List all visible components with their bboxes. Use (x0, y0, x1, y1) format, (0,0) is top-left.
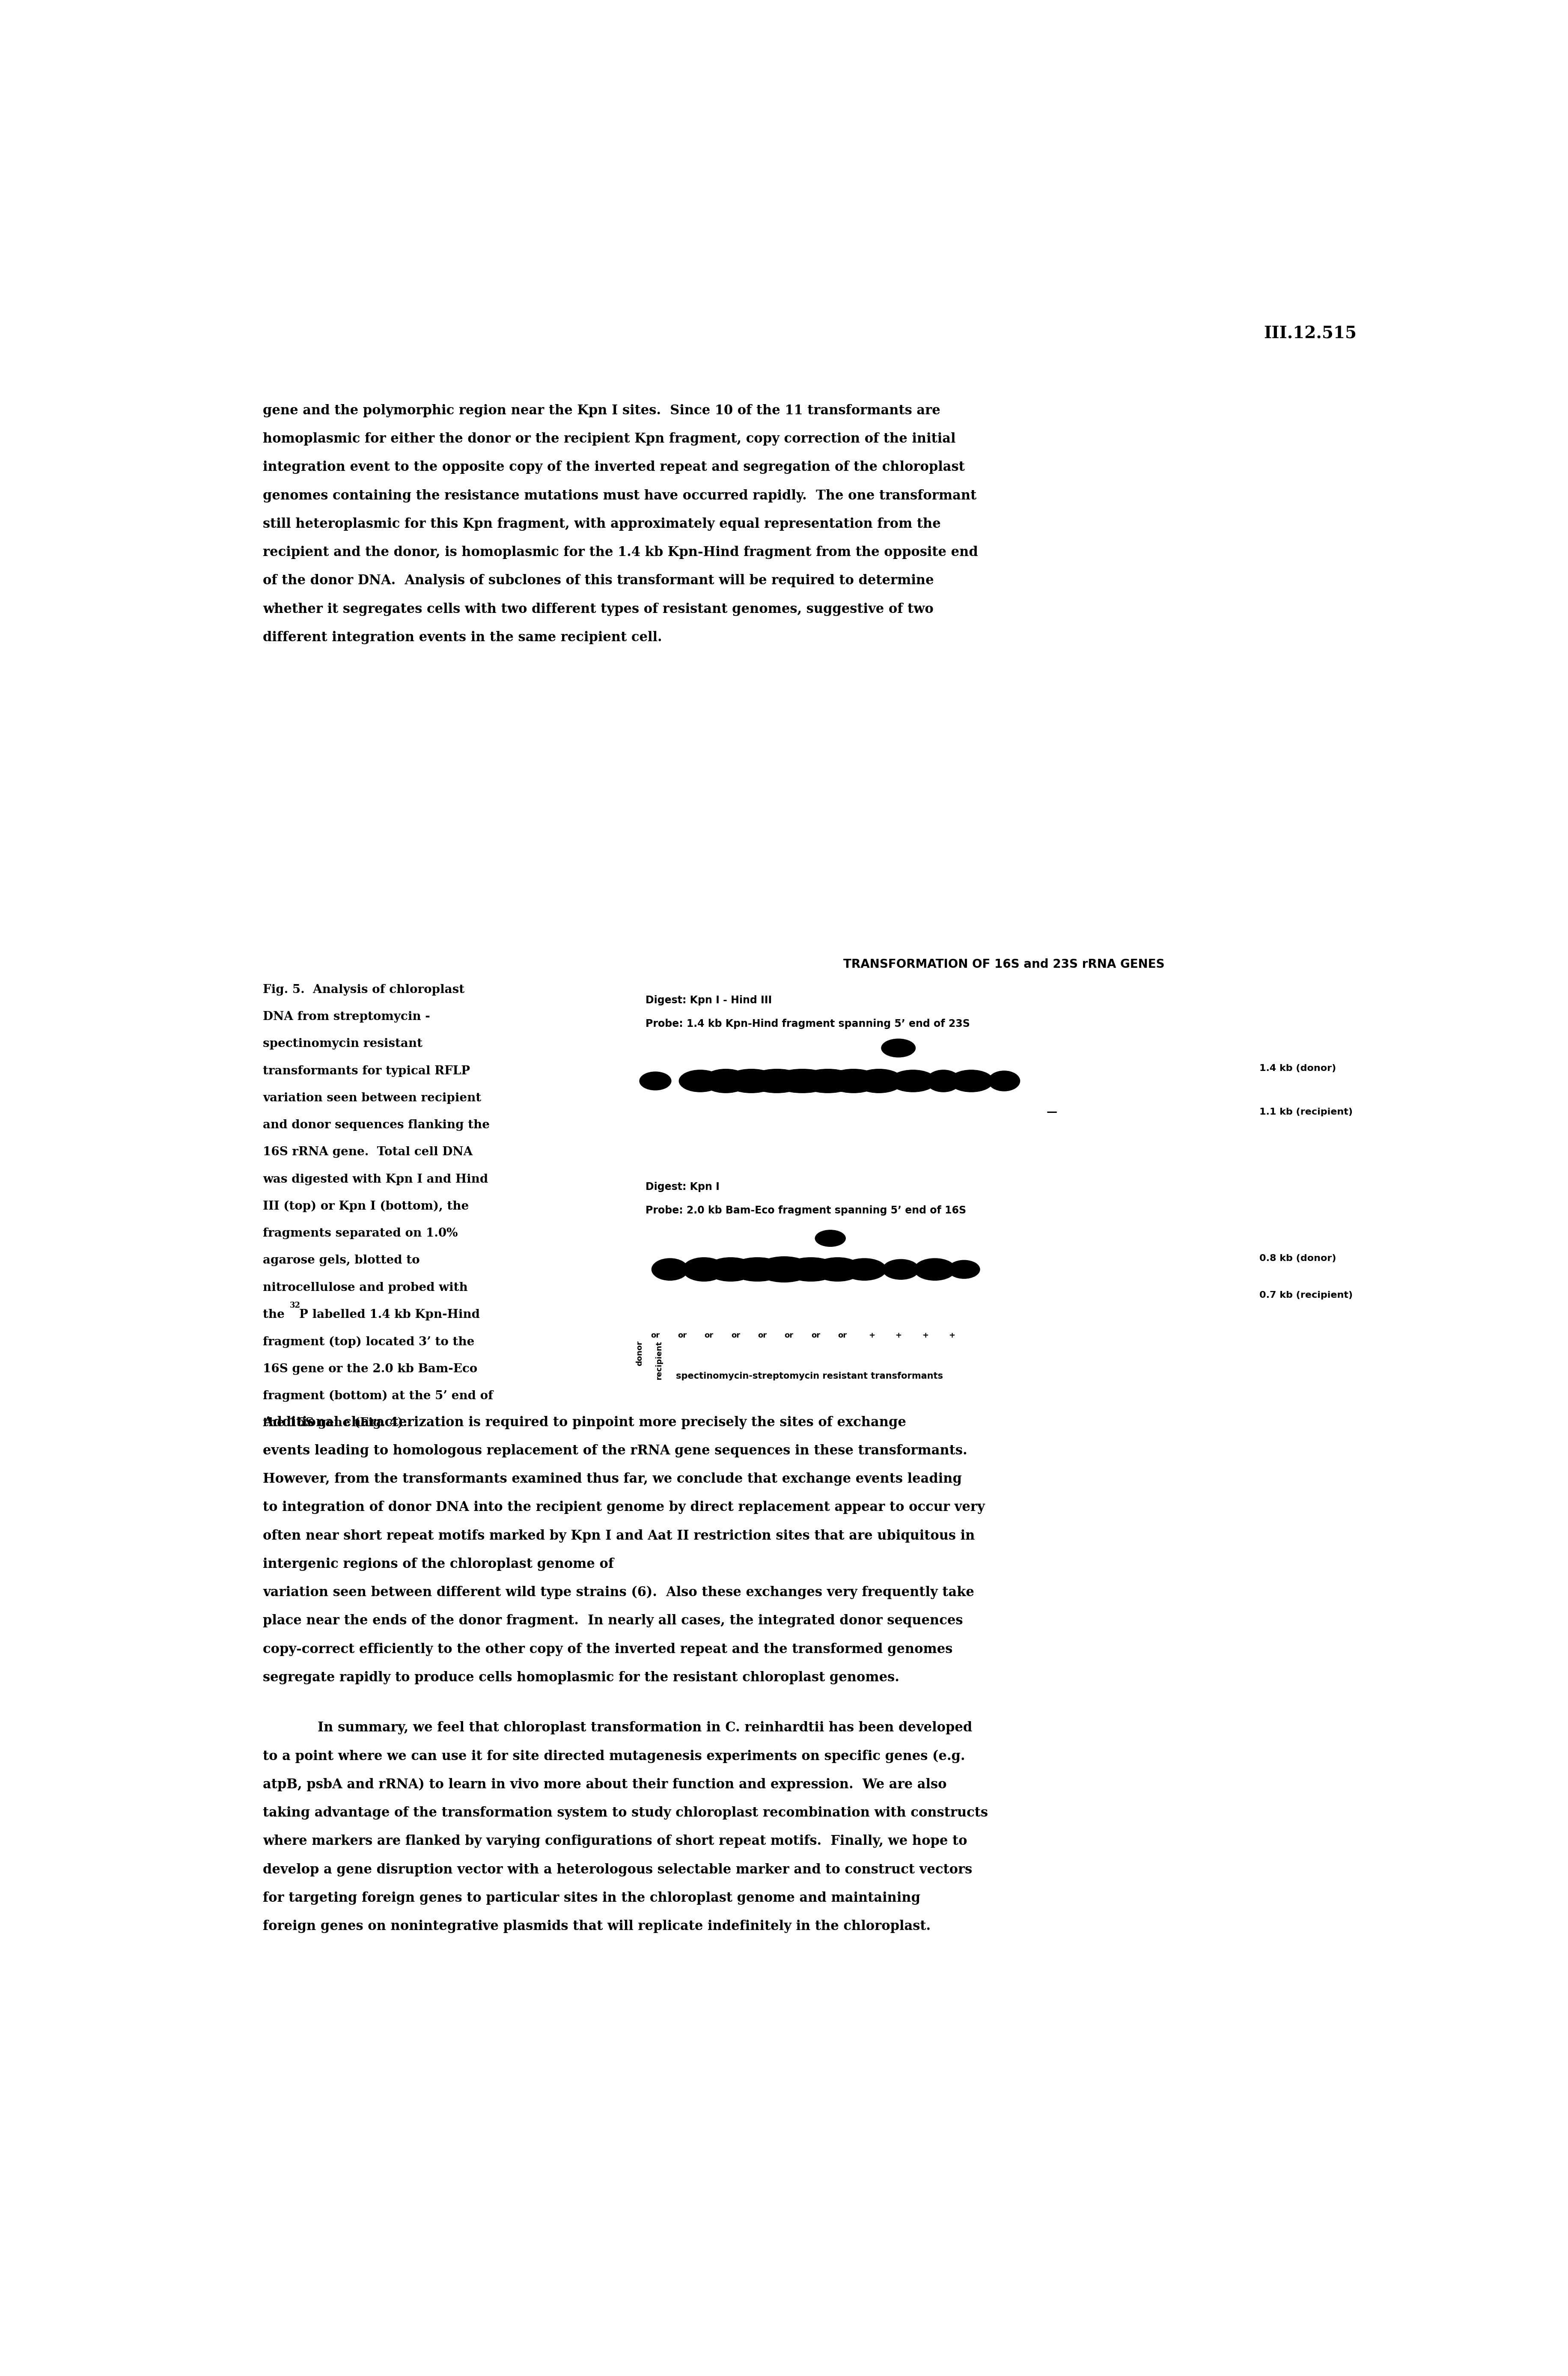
Text: donor: donor (635, 1340, 643, 1366)
Text: recipient: recipient (655, 1340, 663, 1380)
Text: copy-correct efficiently to the other copy of the inverted repeat and the transf: copy-correct efficiently to the other co… (263, 1642, 953, 1656)
Text: 32: 32 (290, 1302, 301, 1309)
Text: intergenic regions of the chloroplast genome of: intergenic regions of the chloroplast ge… (263, 1559, 618, 1571)
Ellipse shape (784, 1257, 837, 1281)
Text: or: or (731, 1331, 740, 1340)
Text: segregate rapidly to produce cells homoplasmic for the resistant chloroplast gen: segregate rapidly to produce cells homop… (263, 1670, 900, 1685)
Text: nitrocellulose and probed with: nitrocellulose and probed with (263, 1281, 467, 1293)
Text: spectinomycin-streptomycin resistant transformants: spectinomycin-streptomycin resistant tra… (676, 1371, 944, 1380)
Ellipse shape (640, 1072, 671, 1091)
Text: 0.7 kb (recipient): 0.7 kb (recipient) (1259, 1290, 1353, 1300)
Text: different integration events in the same recipient cell.: different integration events in the same… (263, 632, 662, 644)
Text: or: or (677, 1331, 687, 1340)
Ellipse shape (881, 1038, 916, 1057)
Text: genomes containing the resistance mutations must have occurred rapidly.  The one: genomes containing the resistance mutati… (263, 489, 977, 501)
Text: to a point where we can use it for site directed mutagenesis experiments on spec: to a point where we can use it for site … (263, 1749, 964, 1763)
Ellipse shape (815, 1231, 845, 1247)
Text: +: + (869, 1331, 875, 1340)
Text: 0.8 kb (donor): 0.8 kb (donor) (1259, 1255, 1336, 1262)
Text: whether it segregates cells with two different types of resistant genomes, sugge: whether it segregates cells with two dif… (263, 604, 933, 615)
Text: still heteroplasmic for this Kpn fragment, with approximately equal representati: still heteroplasmic for this Kpn fragmen… (263, 518, 941, 530)
Ellipse shape (679, 1069, 721, 1093)
Text: DNA from streptomycin -: DNA from streptomycin - (263, 1012, 430, 1022)
Ellipse shape (800, 1069, 856, 1093)
Text: 1.1 kb (recipient): 1.1 kb (recipient) (1259, 1107, 1353, 1117)
Text: Digest: Kpn I: Digest: Kpn I (646, 1181, 720, 1193)
Ellipse shape (914, 1259, 955, 1281)
Text: gene and the polymorphic region near the Kpn I sites.  Since 10 of the 11 transf: gene and the polymorphic region near the… (263, 404, 941, 418)
Ellipse shape (731, 1257, 784, 1281)
Text: homoplasmic for either the donor or the recipient Kpn fragment, copy correction : homoplasmic for either the donor or the … (263, 432, 955, 447)
Text: where markers are flanked by varying configurations of short repeat motifs.  Fin: where markers are flanked by varying con… (263, 1834, 967, 1849)
Ellipse shape (828, 1069, 880, 1093)
Ellipse shape (883, 1259, 919, 1278)
Text: the 16S gene (Fig. 4).: the 16S gene (Fig. 4). (263, 1416, 408, 1428)
Text: taking advantage of the transformation system to study chloroplast recombination: taking advantage of the transformation s… (263, 1806, 988, 1820)
Text: Probe: 2.0 kb Bam-Eco fragment spanning 5’ end of 16S: Probe: 2.0 kb Bam-Eco fragment spanning … (646, 1205, 966, 1217)
Text: or: or (704, 1331, 713, 1340)
Text: often near short repeat motifs marked by Kpn I and Aat II restriction sites that: often near short repeat motifs marked by… (263, 1530, 975, 1542)
Text: Probe: 1.4 kb Kpn-Hind fragment spanning 5’ end of 23S: Probe: 1.4 kb Kpn-Hind fragment spanning… (646, 1019, 971, 1029)
Text: P labelled 1.4 kb Kpn-Hind: P labelled 1.4 kb Kpn-Hind (299, 1309, 480, 1321)
Text: or: or (757, 1331, 767, 1340)
Text: or: or (651, 1331, 660, 1340)
Text: the: the (263, 1309, 289, 1321)
Text: transformants for typical RFLP: transformants for typical RFLP (263, 1064, 470, 1076)
Text: variation seen between recipient: variation seen between recipient (263, 1093, 481, 1105)
Text: Additional characterization is required to pinpoint more precisely the sites of : Additional characterization is required … (263, 1416, 906, 1428)
Ellipse shape (750, 1069, 804, 1093)
Text: III (top) or Kpn I (bottom), the: III (top) or Kpn I (bottom), the (263, 1200, 469, 1212)
Text: or: or (784, 1331, 793, 1340)
Text: was digested with Kpn I and Hind: was digested with Kpn I and Hind (263, 1174, 488, 1186)
Text: atpB, psbA and rRNA) to learn in vivo more about their function and expression. : atpB, psbA and rRNA) to learn in vivo mo… (263, 1777, 947, 1792)
Ellipse shape (726, 1069, 778, 1093)
Text: In summary, we feel that chloroplast transformation in C. reinhardtii has been d: In summary, we feel that chloroplast tra… (317, 1720, 972, 1734)
Ellipse shape (706, 1257, 754, 1281)
Ellipse shape (988, 1072, 1019, 1091)
Ellipse shape (950, 1069, 993, 1093)
Text: agarose gels, blotted to: agarose gels, blotted to (263, 1255, 420, 1266)
Text: foreign genes on nonintegrative plasmids that will replicate indefinitely in the: foreign genes on nonintegrative plasmids… (263, 1920, 931, 1934)
Text: and donor sequences flanking the: and donor sequences flanking the (263, 1119, 489, 1131)
Text: Fig. 5.  Analysis of chloroplast: Fig. 5. Analysis of chloroplast (263, 984, 464, 996)
Text: +: + (895, 1331, 902, 1340)
Ellipse shape (702, 1069, 750, 1093)
Text: fragments separated on 1.0%: fragments separated on 1.0% (263, 1228, 458, 1240)
Ellipse shape (927, 1069, 960, 1093)
Text: +: + (949, 1331, 955, 1340)
Text: place near the ends of the donor fragment.  In nearly all cases, the integrated : place near the ends of the donor fragmen… (263, 1613, 963, 1628)
Ellipse shape (855, 1069, 903, 1093)
Text: fragment (top) located 3’ to the: fragment (top) located 3’ to the (263, 1335, 475, 1347)
Ellipse shape (842, 1259, 886, 1281)
Text: 16S rRNA gene.  Total cell DNA: 16S rRNA gene. Total cell DNA (263, 1148, 472, 1157)
Text: fragment (bottom) at the 5’ end of: fragment (bottom) at the 5’ end of (263, 1390, 494, 1402)
Ellipse shape (652, 1259, 688, 1281)
Text: However, from the transformants examined thus far, we conclude that exchange eve: However, from the transformants examined… (263, 1473, 961, 1485)
Ellipse shape (949, 1259, 980, 1278)
Text: integration event to the opposite copy of the inverted repeat and segregation of: integration event to the opposite copy o… (263, 461, 964, 475)
Text: Digest: Kpn I - Hind III: Digest: Kpn I - Hind III (646, 996, 771, 1005)
Text: develop a gene disruption vector with a heterologous selectable marker and to co: develop a gene disruption vector with a … (263, 1863, 972, 1877)
Ellipse shape (682, 1257, 726, 1281)
Text: of the donor DNA.  Analysis of subclones of this transformant will be required t: of the donor DNA. Analysis of subclones … (263, 575, 935, 587)
Ellipse shape (756, 1257, 812, 1283)
Text: —: — (1047, 1107, 1057, 1117)
Text: III.12.515: III.12.515 (1264, 326, 1356, 342)
Text: 1.4 kb (donor): 1.4 kb (donor) (1259, 1064, 1336, 1072)
Text: spectinomycin resistant: spectinomycin resistant (263, 1038, 422, 1050)
Text: recipient and the donor, is homoplasmic for the 1.4 kb Kpn-Hind fragment from th: recipient and the donor, is homoplasmic … (263, 546, 978, 558)
Text: or: or (811, 1331, 820, 1340)
Ellipse shape (814, 1257, 862, 1281)
Ellipse shape (891, 1069, 936, 1093)
Text: variation seen between different wild type strains (6).  Also these exchanges ve: variation seen between different wild ty… (263, 1585, 974, 1599)
Text: 16S gene or the 2.0 kb Bam-Eco: 16S gene or the 2.0 kb Bam-Eco (263, 1364, 477, 1376)
Text: for targeting foreign genes to particular sites in the chloroplast genome and ma: for targeting foreign genes to particula… (263, 1891, 920, 1906)
Text: +: + (922, 1331, 928, 1340)
Text: TRANSFORMATION OF 16S and 23S rRNA GENES: TRANSFORMATION OF 16S and 23S rRNA GENES (844, 958, 1165, 969)
Text: to integration of donor DNA into the recipient genome by direct replacement appe: to integration of donor DNA into the rec… (263, 1502, 985, 1514)
Text: events leading to homologous replacement of the rRNA gene sequences in these tra: events leading to homologous replacement… (263, 1445, 967, 1456)
Text: or: or (837, 1331, 847, 1340)
Ellipse shape (771, 1069, 833, 1093)
